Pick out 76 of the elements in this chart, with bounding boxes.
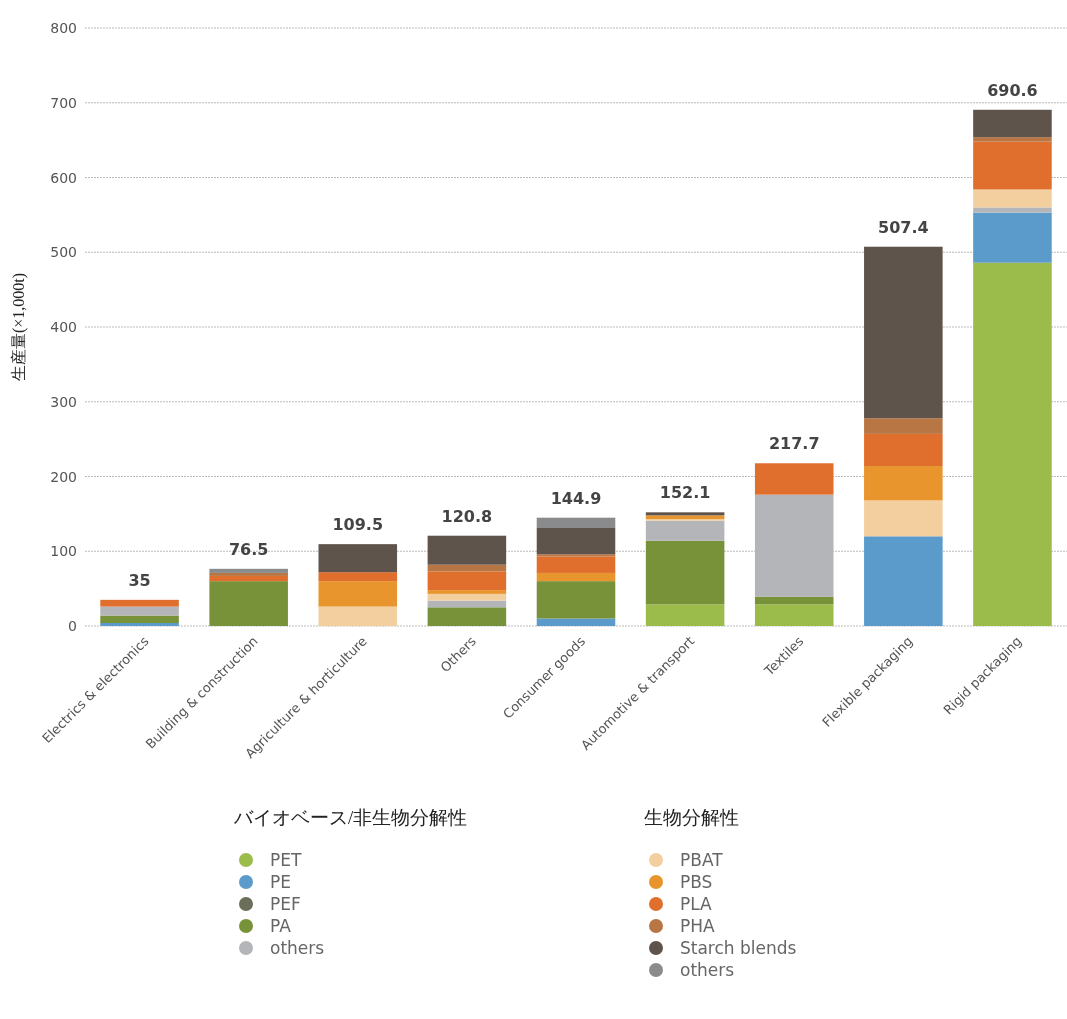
bar (645, 604, 725, 626)
legend-label: PE (270, 872, 291, 892)
legend-label: Starch blends (680, 938, 797, 958)
y-tick-label: 200 (50, 468, 77, 485)
text: 生物分解性 (644, 807, 739, 828)
y-axis-title: 生産量(×1,000t) (10, 272, 28, 382)
bar (864, 500, 943, 537)
bar (536, 618, 616, 626)
bar (864, 466, 943, 501)
legend-label: PHA (680, 916, 716, 936)
y-tick-label: 800 (50, 20, 77, 36)
bar (973, 207, 1052, 213)
y-tick-label: 0 (68, 618, 77, 634)
total-label: 76.5 (228, 539, 269, 559)
bar (209, 581, 288, 626)
bar (645, 515, 725, 520)
legend-label: PBS (680, 872, 713, 892)
text: バイオベース/非生物分解性 (234, 807, 468, 828)
total-label: 152.1 (659, 483, 711, 503)
bar (973, 109, 1052, 138)
bar (100, 623, 179, 626)
bar (754, 604, 834, 626)
bar (864, 536, 943, 626)
bar (645, 512, 725, 516)
bar (864, 246, 943, 419)
bar (536, 556, 616, 573)
bar (536, 572, 616, 582)
legend-label: PA (270, 916, 292, 936)
bar (209, 575, 288, 582)
bar (209, 568, 288, 573)
y-tick-label: 700 (50, 94, 77, 111)
y-tick-label: 100 (50, 543, 77, 560)
bar (318, 581, 398, 607)
bar (536, 517, 616, 528)
bar (427, 571, 507, 591)
bar (973, 189, 1052, 208)
bar (100, 606, 179, 616)
legend-label: others (270, 938, 325, 958)
bar (973, 141, 1052, 190)
bar (864, 418, 943, 434)
bar (100, 615, 179, 624)
bar (536, 581, 616, 619)
bar (536, 527, 616, 555)
legend-label: others (680, 960, 735, 980)
bar (754, 596, 834, 605)
y-tick-label: 400 (50, 319, 77, 335)
bar (100, 599, 179, 607)
bar (645, 540, 725, 605)
bar (864, 433, 943, 467)
y-tick-label: 300 (50, 393, 77, 410)
legend-label: PLA (680, 894, 713, 914)
total-label: 109.5 (332, 515, 384, 535)
legend-label: PBAT (680, 850, 724, 870)
total-label: 35 (128, 570, 151, 590)
legend-label: PET (270, 850, 302, 870)
bar (645, 520, 725, 541)
total-label: 144.9 (550, 488, 602, 508)
bar (209, 572, 288, 576)
bar (318, 544, 398, 573)
total-label: 120.8 (441, 506, 493, 526)
bar (427, 607, 507, 626)
total-label: 690.6 (987, 80, 1038, 100)
total-label: 217.7 (768, 434, 820, 454)
bar (973, 262, 1052, 626)
y-tick-label: 500 (50, 244, 77, 261)
bar (427, 593, 507, 601)
bar (973, 137, 1052, 142)
legend-label: PEF (270, 894, 301, 914)
bar (754, 463, 834, 495)
bar (427, 535, 507, 565)
bar (427, 590, 507, 594)
y-tick-label: 600 (50, 169, 77, 186)
total-label: 507.4 (878, 217, 929, 237)
bar (318, 606, 398, 626)
bar (973, 212, 1052, 263)
bar (318, 572, 398, 582)
